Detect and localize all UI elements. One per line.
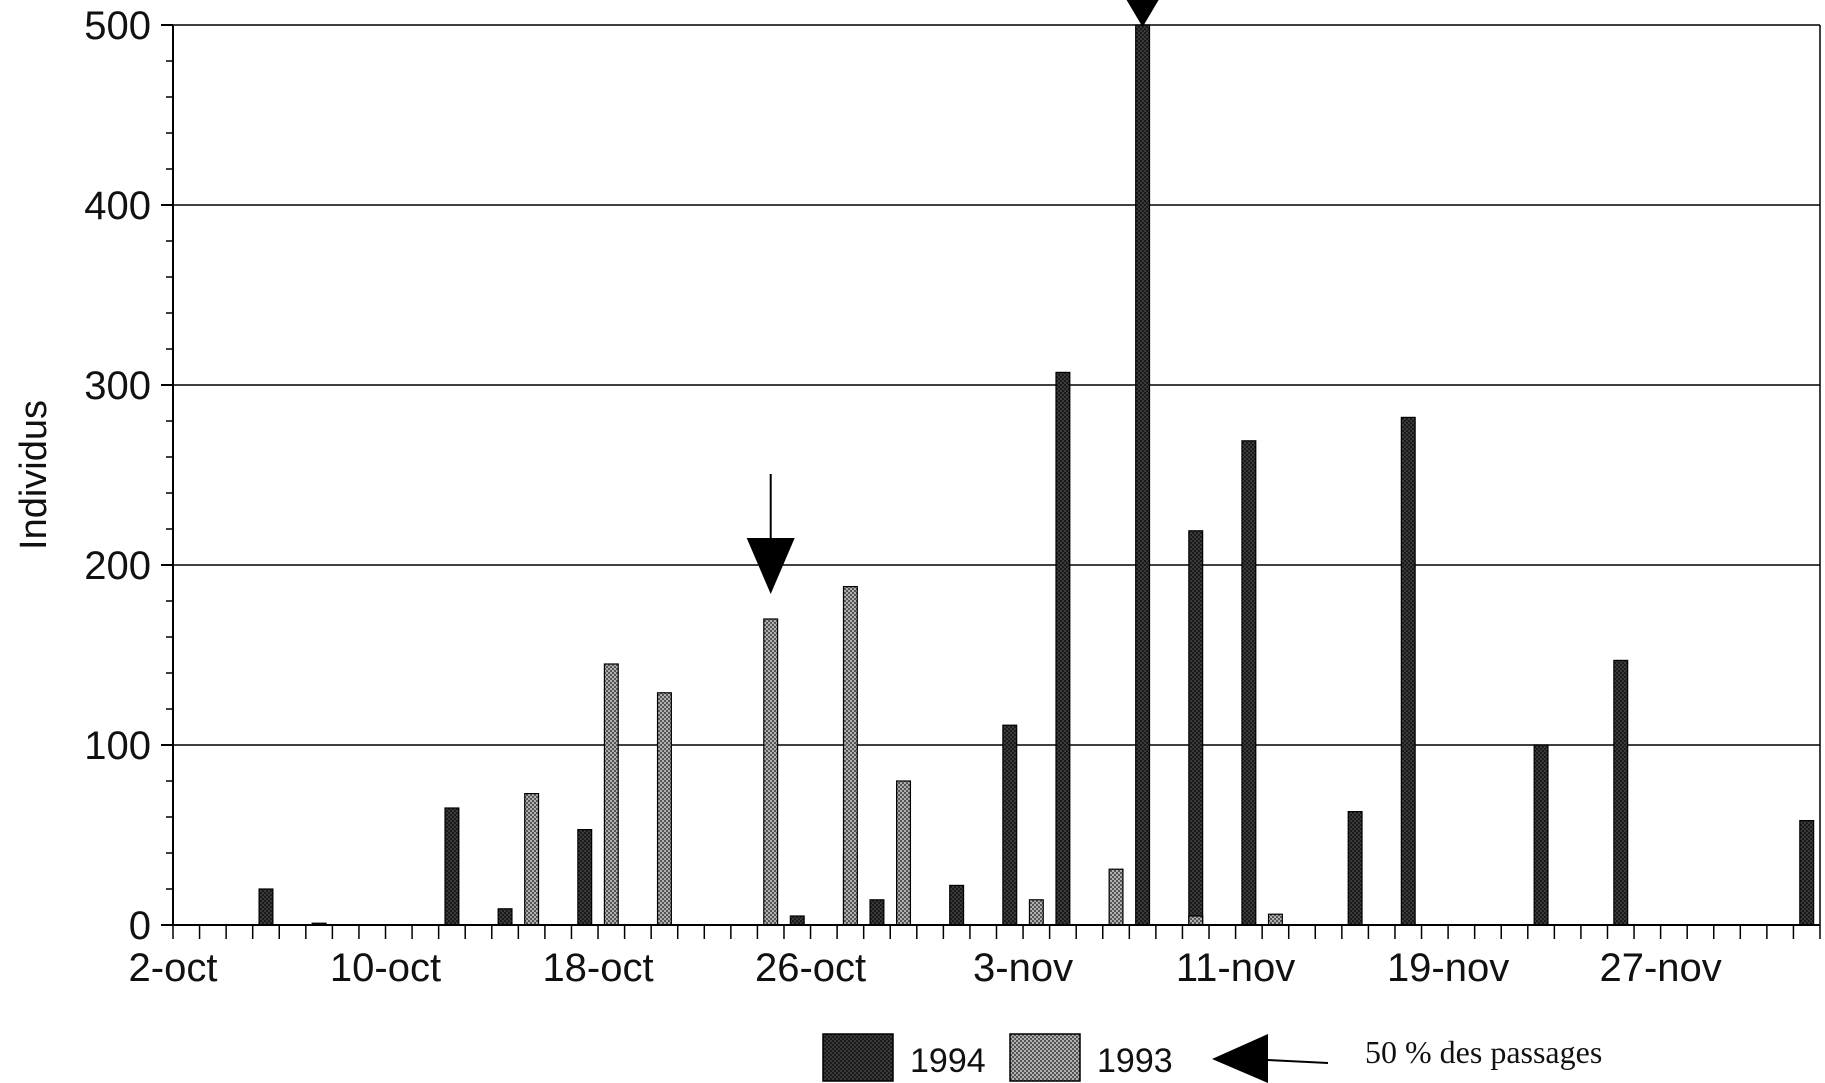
x-tick-label: 18-oct — [542, 946, 653, 990]
legend-swatch-1993 — [1009, 1033, 1081, 1082]
bar-1994-17-nov — [1400, 416, 1416, 926]
y-tick-label: 500 — [84, 4, 151, 48]
x-tick-label: 3-nov — [973, 946, 1073, 990]
bar-1994-25-oct — [789, 915, 805, 926]
x-tick-label: 10-oct — [330, 946, 441, 990]
legend-label-1994: 1994 — [910, 1042, 986, 1080]
bar-1994-25-nov — [1613, 659, 1629, 926]
x-tick-label: 2-oct — [129, 946, 218, 990]
y-tick-label: 300 — [84, 364, 151, 408]
legend-arrow-icon — [1212, 1034, 1329, 1083]
legend-note: 50 % des passages — [1365, 1034, 1602, 1070]
marker-arrow-icon — [1126, 0, 1159, 27]
bar-1993-12-nov — [1267, 913, 1283, 926]
x-tick-label: 26-oct — [755, 946, 866, 990]
bar-1994-22-nov — [1533, 744, 1549, 926]
bars — [258, 24, 1815, 926]
bar-1994-9-nov — [1188, 530, 1204, 926]
bar-1993-24-oct — [763, 618, 779, 926]
y-axis-title: Individus — [13, 400, 55, 550]
y-tick-label: 400 — [84, 184, 151, 228]
bar-1993-9-nov — [1188, 915, 1204, 926]
marker-arrow-icon — [746, 538, 795, 594]
grid — [173, 24, 1820, 746]
bar-1993-20-oct — [656, 692, 672, 926]
bar-1993-3-nov — [1028, 899, 1044, 926]
y-tick-label: 0 — [129, 904, 151, 948]
legend-label-1993: 1993 — [1097, 1042, 1173, 1080]
y-ticks: 0 100 200 300 400 500 — [84, 4, 173, 948]
bar-1994-11-nov — [1241, 440, 1257, 926]
x-tick-label: 27-nov — [1599, 946, 1721, 990]
bar-1993-29-oct — [896, 780, 912, 926]
bar-1994-17-oct — [577, 828, 593, 926]
bar-1994-31-oct — [949, 884, 965, 926]
bar-1994-28-oct — [869, 899, 885, 926]
y-tick-label: 100 — [84, 724, 151, 768]
bar-1993-6-nov — [1108, 868, 1124, 926]
axes — [172, 25, 1821, 926]
bar-1993-27-oct — [842, 585, 858, 926]
y-tick-label: 200 — [84, 544, 151, 588]
bar-1994-2-dec — [1799, 819, 1815, 926]
legend-swatch-1994 — [822, 1033, 894, 1082]
bar-1994-15-nov — [1347, 810, 1363, 926]
bar-1994-7-nov — [1135, 24, 1151, 926]
bar-1994-5-oct — [258, 888, 274, 926]
bar-1993-15-oct — [524, 792, 540, 926]
bar-1993-18-oct — [603, 663, 619, 926]
bar-1994-4-nov — [1055, 371, 1071, 926]
x-ticks: 2-oct 10-oct 18-oct 26-oct 3-nov 11-nov 19-nov… — [129, 925, 1821, 990]
markers — [746, 0, 1159, 594]
x-tick-label: 11-nov — [1176, 946, 1295, 990]
x-tick-label: 19-nov — [1387, 946, 1509, 990]
legend: 1994 1993 50 % des passages — [822, 1033, 1602, 1083]
bar-1994-2-nov — [1002, 724, 1018, 926]
bar-1994-14-oct — [497, 908, 513, 926]
bar-1994-12-oct — [444, 807, 460, 926]
